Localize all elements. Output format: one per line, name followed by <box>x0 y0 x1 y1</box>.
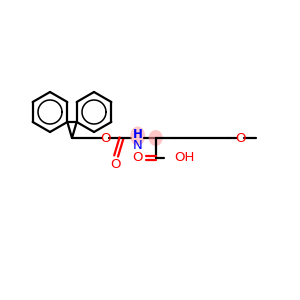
Text: O: O <box>132 151 143 164</box>
Text: H: H <box>133 128 142 142</box>
Text: O: O <box>100 131 110 145</box>
Ellipse shape <box>130 127 145 146</box>
Text: O: O <box>235 131 245 145</box>
Text: O: O <box>110 158 120 171</box>
Text: N: N <box>133 139 142 152</box>
Ellipse shape <box>149 130 163 146</box>
Text: OH: OH <box>175 151 195 164</box>
